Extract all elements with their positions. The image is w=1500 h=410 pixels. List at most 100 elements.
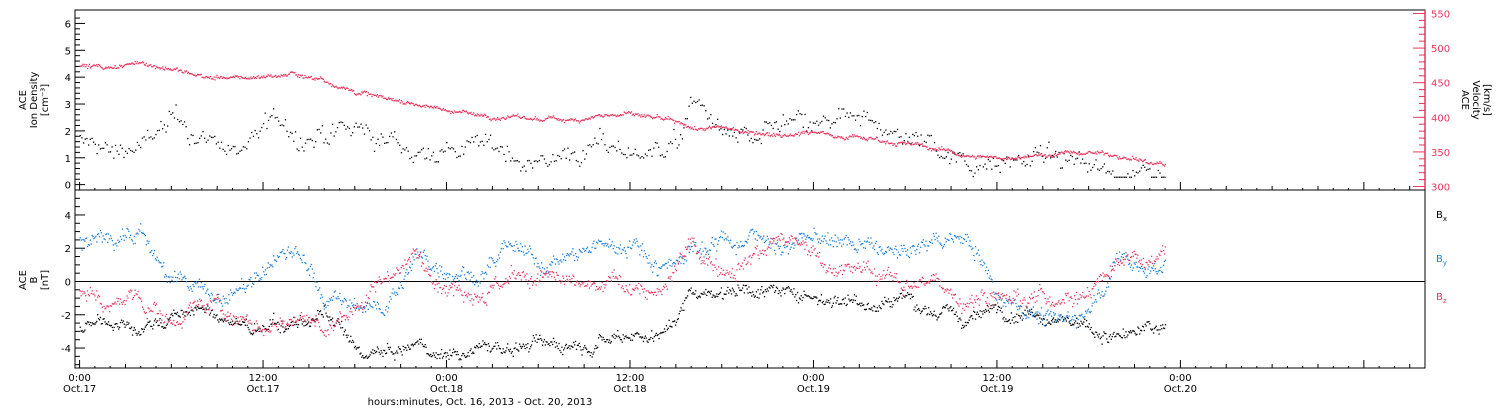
by-point (1121, 253, 1123, 255)
bx-point (390, 351, 392, 353)
bx-point (945, 305, 947, 307)
velocity-point (194, 74, 196, 76)
ion-density-point (1150, 176, 1153, 178)
velocity-point (1004, 157, 1006, 160)
ion-density-point (183, 121, 186, 123)
bx-point (82, 331, 84, 333)
velocity-point (181, 71, 183, 73)
velocity-point (329, 83, 331, 85)
by-point (264, 269, 267, 271)
velocity-point (264, 76, 266, 79)
bx-point (1111, 336, 1113, 338)
by-point (399, 281, 401, 283)
bx-point (946, 304, 948, 306)
bx-point (486, 350, 489, 352)
bz-point (506, 281, 508, 283)
velocity-point (517, 113, 519, 115)
ion-density-point (153, 137, 155, 139)
velocity-point (318, 78, 320, 80)
bx-point (159, 318, 161, 320)
velocity-point (654, 116, 657, 119)
bx-point (498, 347, 501, 349)
bx-point (544, 344, 546, 346)
bx-point (301, 323, 303, 325)
bx-point (821, 302, 823, 304)
velocity-point (907, 142, 910, 144)
ion-density-point (368, 130, 371, 132)
velocity-point (149, 64, 151, 66)
by-point (1104, 293, 1106, 295)
bx-point (510, 352, 512, 354)
bz-point (594, 282, 596, 285)
by-point (94, 236, 96, 239)
velocity-point (696, 129, 699, 131)
by-point (1110, 276, 1112, 278)
bx-point (141, 328, 143, 330)
by-point (721, 237, 723, 239)
by-point (330, 299, 332, 301)
velocity-point (402, 103, 404, 105)
bx-point (503, 351, 505, 353)
velocity-point (699, 127, 701, 130)
ion-density-point (976, 166, 978, 168)
velocity-point (1085, 153, 1087, 155)
velocity-point (378, 95, 380, 97)
bz-point (434, 284, 436, 286)
velocity-point (1070, 150, 1072, 152)
velocity-point (496, 118, 498, 120)
ion-density-point (1058, 151, 1060, 154)
by-point (764, 240, 767, 243)
velocity-point (1035, 153, 1037, 155)
velocity-point (497, 118, 500, 120)
ion-density-point (569, 159, 571, 161)
ion-density-point (1135, 171, 1137, 173)
velocity-point (1019, 158, 1022, 160)
velocity-point (429, 107, 431, 109)
ion-density-point (291, 132, 293, 135)
ion-density-point (785, 120, 788, 122)
bx-point (752, 291, 754, 293)
by-point (997, 294, 1000, 296)
velocity-point (390, 98, 392, 100)
velocity-point (215, 76, 217, 78)
velocity-point (743, 131, 745, 134)
velocity-point (1031, 155, 1034, 157)
velocity-point (322, 78, 324, 80)
velocity-point (405, 103, 407, 105)
by-point (996, 299, 998, 301)
velocity-point (552, 115, 555, 117)
velocity-point (217, 77, 219, 79)
bx-point (923, 308, 925, 310)
bx-point (321, 314, 324, 316)
by-point (382, 312, 384, 314)
bx-point (396, 350, 398, 352)
bx-point (578, 342, 580, 344)
bx-point (935, 315, 937, 317)
bx-point (568, 345, 570, 347)
bx-point (361, 356, 363, 358)
velocity-point (431, 106, 434, 109)
bx-point (1148, 321, 1150, 323)
ion-density-point (838, 108, 840, 110)
ion-density-point (1112, 170, 1114, 172)
by-point (300, 259, 302, 261)
bx-point (228, 322, 230, 324)
by-point (102, 235, 104, 237)
by-point (90, 243, 92, 245)
bx-point (934, 314, 936, 316)
ion-density-point (1093, 164, 1095, 166)
velocity-point (774, 135, 777, 138)
bz-point (645, 290, 647, 292)
velocity-point (887, 142, 890, 144)
top-y2label-line3: [km/s] (1481, 84, 1492, 116)
bz-point (635, 284, 637, 287)
by-point (710, 242, 712, 244)
velocity-point (855, 135, 857, 137)
by-point (597, 239, 600, 241)
velocity-point (1029, 156, 1031, 158)
bz-point (204, 309, 206, 311)
by-point (159, 262, 161, 264)
bx-point (550, 341, 552, 343)
bz-point (469, 300, 471, 302)
by-point (677, 262, 679, 264)
